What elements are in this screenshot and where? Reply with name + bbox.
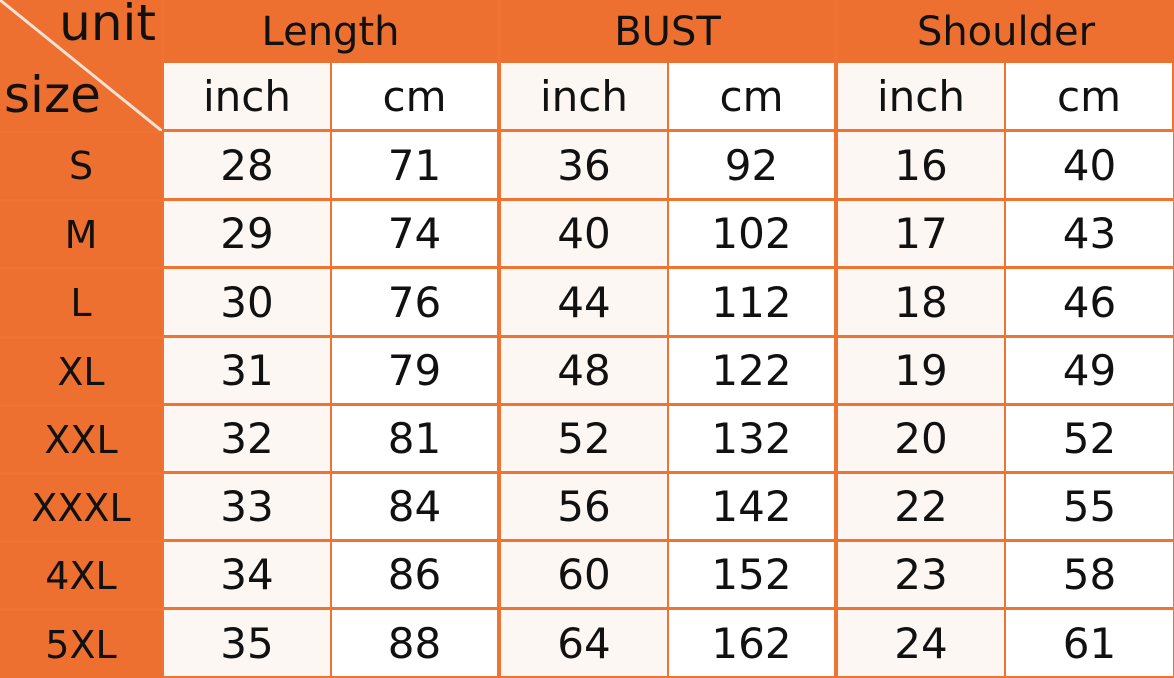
value-cell: 102 [669, 201, 834, 266]
value-cell: 48 [501, 338, 667, 403]
value-cell: 31 [164, 338, 330, 403]
value-cell: 88 [332, 610, 497, 676]
value-cell: 55 [1006, 474, 1173, 539]
column-group-header: Length [164, 0, 497, 63]
unit-label: unit [59, 0, 156, 52]
size-label-cell: 5XL [0, 611, 162, 678]
size-label-cell: XL [0, 339, 162, 404]
value-cell: 61 [1006, 610, 1173, 676]
value-cell: 81 [332, 406, 497, 471]
value-cell: 23 [838, 542, 1004, 607]
unit-header: cm [1006, 63, 1172, 129]
value-cell: 20 [838, 406, 1004, 471]
size-label-cell: S [0, 133, 162, 199]
size-label-cell: 4XL [0, 543, 162, 608]
unit-header: cm [669, 63, 834, 129]
value-cell: 40 [1006, 132, 1173, 198]
column-group-header: BUST [501, 0, 834, 63]
value-cell: 22 [838, 474, 1004, 539]
corner-header-cell: unit size [0, 0, 162, 131]
value-cell: 35 [164, 610, 330, 676]
value-cell: 132 [669, 406, 834, 471]
size-label-cell: XXL [0, 407, 162, 472]
value-cell: 64 [501, 610, 667, 676]
value-cell: 79 [332, 338, 497, 403]
value-cell: 17 [838, 201, 1004, 266]
value-cell: 46 [1006, 269, 1173, 335]
value-cell: 76 [332, 269, 497, 335]
value-cell: 60 [501, 542, 667, 607]
value-cell: 71 [332, 132, 497, 198]
unit-header: cm [332, 63, 497, 129]
diagonal-divider [0, 0, 162, 131]
value-cell: 86 [332, 542, 497, 607]
value-cell: 33 [164, 474, 330, 539]
value-cell: 32 [164, 406, 330, 471]
value-cell: 49 [1006, 338, 1173, 403]
value-cell: 30 [164, 269, 330, 335]
value-cell: 162 [669, 610, 834, 676]
value-cell: 16 [838, 132, 1004, 198]
value-cell: 92 [669, 132, 834, 198]
unit-header: inch [164, 63, 330, 129]
value-cell: 40 [501, 201, 667, 266]
value-cell: 142 [669, 474, 834, 539]
value-cell: 52 [1006, 406, 1173, 471]
value-cell: 152 [669, 542, 834, 607]
value-cell: 58 [1006, 542, 1173, 607]
size-label-cell: L [0, 270, 162, 336]
size-label-cell: XXXL [0, 475, 162, 540]
value-cell: 122 [669, 338, 834, 403]
value-cell: 24 [838, 610, 1004, 676]
size-label: size [4, 66, 101, 124]
value-cell: 56 [501, 474, 667, 539]
column-group-header: Shoulder [838, 0, 1174, 63]
unit-header: inch [501, 63, 667, 129]
value-cell: 28 [164, 132, 330, 198]
value-cell: 29 [164, 201, 330, 266]
value-cell: 84 [332, 474, 497, 539]
value-cell: 43 [1006, 201, 1173, 266]
value-cell: 19 [838, 338, 1004, 403]
value-cell: 34 [164, 542, 330, 607]
value-cell: 112 [669, 269, 834, 335]
value-cell: 74 [332, 201, 497, 266]
size-label-cell: M [0, 202, 162, 267]
value-cell: 36 [501, 132, 667, 198]
value-cell: 18 [838, 269, 1004, 335]
unit-header: inch [838, 63, 1004, 129]
value-cell: 52 [501, 406, 667, 471]
value-cell: 44 [501, 269, 667, 335]
